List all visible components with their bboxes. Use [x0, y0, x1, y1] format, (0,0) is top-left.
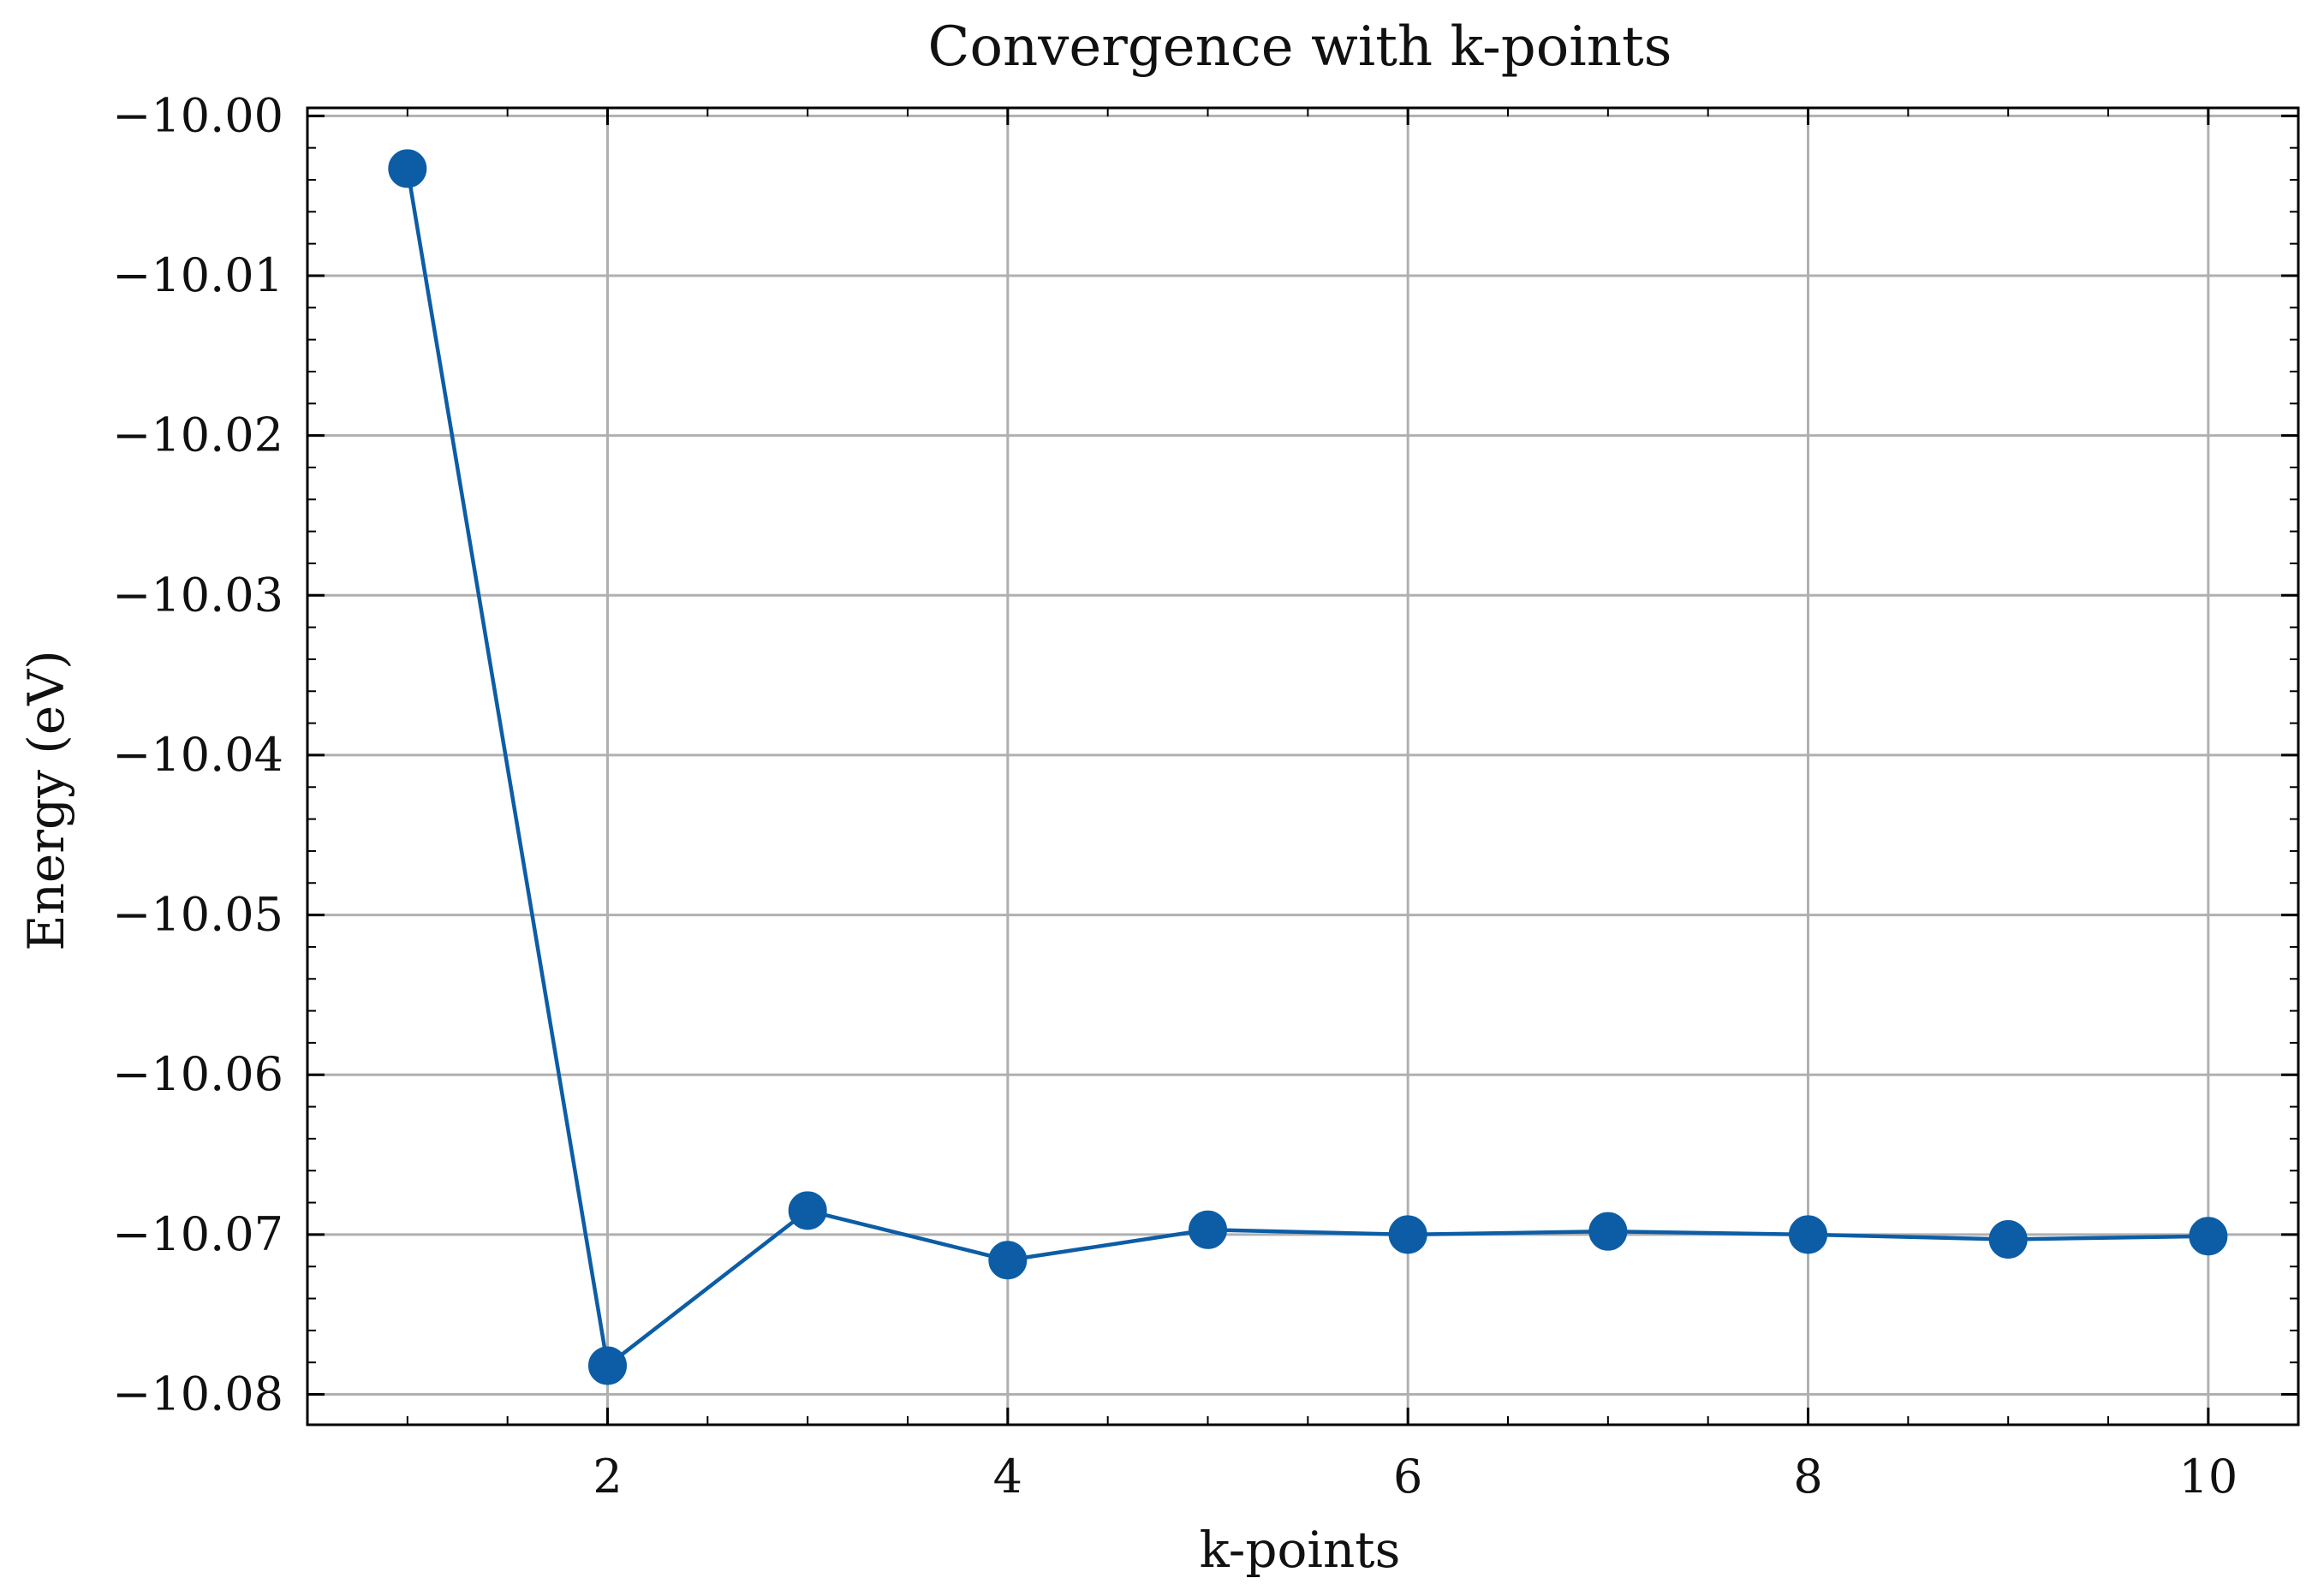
x-tick-label: 2: [593, 1450, 622, 1504]
y-tick-label: −10.08: [112, 1367, 283, 1421]
data-point: [2189, 1217, 2228, 1256]
y-tick-label: −10.01: [112, 248, 283, 302]
y-tick-label: −10.03: [112, 568, 283, 622]
data-point: [988, 1241, 1028, 1280]
y-tick-label: −10.02: [112, 408, 283, 462]
x-tick-label: 8: [1793, 1450, 1822, 1504]
y-tick-label: −10.00: [112, 88, 283, 142]
y-tick-label: −10.06: [112, 1047, 283, 1101]
y-tick-label: −10.04: [112, 728, 283, 782]
data-point: [788, 1191, 827, 1230]
data-point: [1789, 1215, 1828, 1254]
y-tick-label: −10.05: [112, 888, 283, 942]
axes-frame: [306, 106, 2300, 1426]
series-line: [405, 166, 2211, 1368]
x-axis-label: k-points: [1200, 1521, 1401, 1579]
plot-area: 2 4 6 8 10 −10.00 −10.01 −10.02 −10.03 −10.04 −10.…: [112, 88, 2300, 1504]
y-tick-label: −10.07: [112, 1207, 283, 1261]
data-point: [588, 1346, 628, 1385]
y-axis-label: Energy (eV): [17, 650, 75, 951]
data-point: [1988, 1219, 2028, 1259]
data-point: [1588, 1212, 1628, 1251]
data-point: [388, 149, 427, 188]
data-point: [1189, 1210, 1228, 1249]
x-tick-label: 6: [1393, 1450, 1422, 1504]
x-tick-label: 10: [2178, 1450, 2238, 1504]
x-tick-label: 4: [993, 1450, 1022, 1504]
chart-title: Convergence with k-points: [927, 15, 1671, 79]
data-point: [1388, 1215, 1427, 1254]
